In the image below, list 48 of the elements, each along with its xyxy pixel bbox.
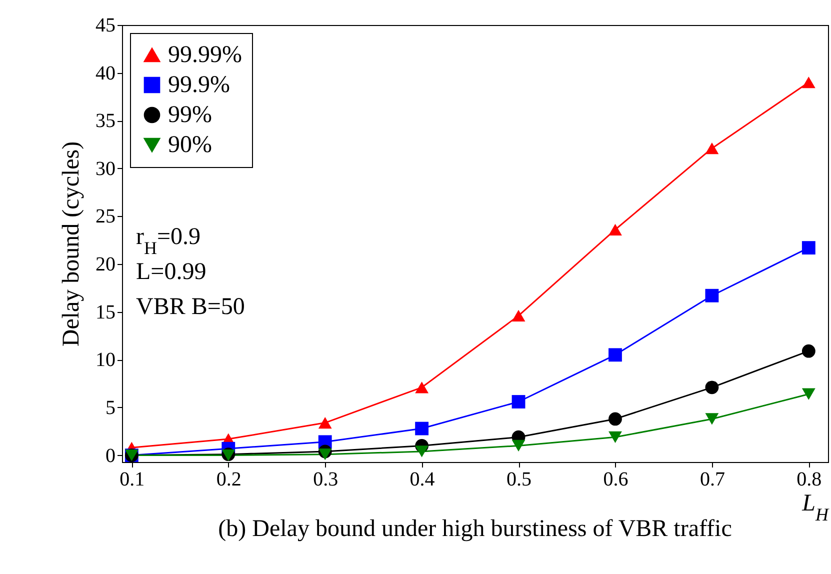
x-tick-label: 0.6 bbox=[603, 468, 628, 490]
point bbox=[705, 413, 719, 425]
legend-label: 99.99% bbox=[168, 42, 242, 68]
text: (b) Delay bound under high burstiness of VBR traffic bbox=[218, 516, 732, 542]
point bbox=[802, 76, 816, 88]
point bbox=[802, 388, 816, 400]
x-tick-label: 0.4 bbox=[410, 468, 435, 490]
point bbox=[802, 241, 816, 255]
legend-label: 99.9% bbox=[168, 72, 230, 98]
y-tick-label: 45 bbox=[96, 14, 116, 36]
x-tick-label: 0.3 bbox=[313, 468, 338, 490]
x-tick-label: 0.7 bbox=[700, 468, 725, 490]
y-tick-label: 30 bbox=[96, 158, 116, 180]
x-tick-label: 0.2 bbox=[216, 468, 242, 490]
y-tick-label: 10 bbox=[96, 349, 116, 372]
y-tick-label: 0 bbox=[106, 444, 116, 467]
point bbox=[512, 440, 526, 452]
annotation: VBR B=50 bbox=[136, 294, 245, 320]
x-axis-title: L$_{H}$ bbox=[801, 490, 830, 524]
point bbox=[802, 344, 816, 358]
y-tick-label: 15 bbox=[96, 301, 116, 324]
point bbox=[318, 416, 332, 429]
legend-label: 90% bbox=[168, 132, 212, 158]
point bbox=[705, 142, 719, 154]
annotation: L=0.99 bbox=[136, 259, 206, 285]
point bbox=[512, 395, 526, 408]
x-tick-label: 0.1 bbox=[120, 468, 145, 490]
y-axis-title: Delay bound (cycles) bbox=[58, 141, 84, 347]
point bbox=[318, 448, 332, 460]
point bbox=[415, 382, 429, 394]
legend-label: 99% bbox=[168, 102, 212, 128]
y-tick-label: 25 bbox=[96, 206, 116, 228]
point bbox=[705, 380, 719, 394]
x-tick-label: 0.5 bbox=[506, 468, 532, 490]
point bbox=[415, 446, 429, 458]
x-tick-label: 0.8 bbox=[796, 468, 822, 490]
point bbox=[608, 412, 622, 426]
y-tick-label: 40 bbox=[96, 62, 116, 84]
point bbox=[415, 422, 429, 436]
point bbox=[608, 348, 622, 362]
point bbox=[705, 288, 719, 302]
y-tick-label: 5 bbox=[106, 396, 116, 419]
point bbox=[608, 224, 622, 236]
y-tick-label: 35 bbox=[96, 110, 116, 132]
point bbox=[512, 310, 526, 322]
y-tick-label: 20 bbox=[96, 254, 116, 276]
annotation: r$_{H}$=0.9 bbox=[136, 224, 201, 258]
point bbox=[608, 431, 622, 443]
